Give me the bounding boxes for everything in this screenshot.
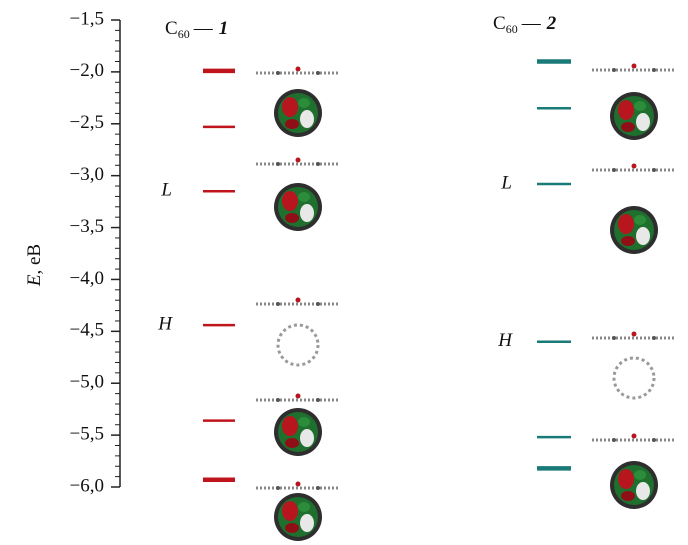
series-label-num: 1 <box>219 18 229 39</box>
series-label-dash: — <box>193 18 214 39</box>
level-label: L <box>160 180 172 201</box>
series-label-sub: 60 <box>506 22 518 36</box>
y-tick-label: −2,0 <box>70 60 104 81</box>
y-tick-label: −1,5 <box>70 8 104 29</box>
series-label-sub: 60 <box>178 27 190 41</box>
series-label-main: C <box>165 18 178 39</box>
orbital-pictures <box>256 64 676 542</box>
y-tick-label: −2,5 <box>70 112 104 133</box>
y-tick-label: −4,0 <box>70 268 104 289</box>
y-tick-label: −4,5 <box>70 320 104 341</box>
series-label: C60—2 <box>493 13 557 35</box>
series-label-num: 2 <box>546 13 557 34</box>
level-label: H <box>157 313 173 334</box>
series-label: C60—1 <box>165 18 228 40</box>
level-label: L <box>500 172 512 193</box>
y-tick-label: −3,5 <box>70 216 104 237</box>
level-label: H <box>497 330 513 351</box>
y-tick-label: −5,5 <box>70 423 104 444</box>
series-label-dash: — <box>521 13 542 34</box>
series-label-main: C <box>493 13 506 34</box>
y-tick-label: −5,0 <box>70 372 104 393</box>
y-tick-label: −6,0 <box>70 475 104 496</box>
chart: E, eB −1,5 −2,0 −2,5 −3,0 −3,5 −4,0 −4,5 −5,0 −5… <box>0 0 688 545</box>
y-axis-label: E, eB <box>24 244 45 287</box>
y-tick-label: −3,0 <box>70 164 104 185</box>
